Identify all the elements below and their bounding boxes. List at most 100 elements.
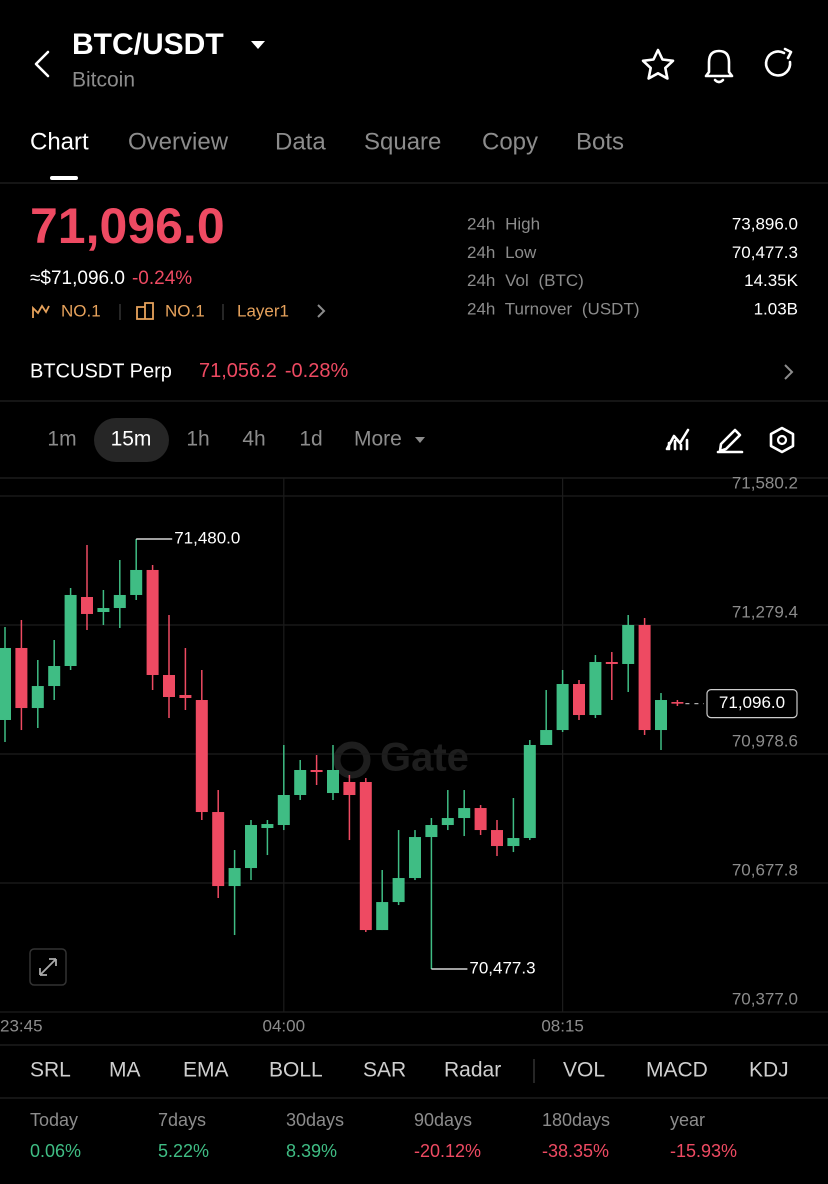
chevron[interactable] [317, 304, 326, 318]
y-tick-label: 70,978.6 [732, 731, 798, 750]
candle-body [261, 824, 274, 829]
candle-body [458, 808, 471, 819]
period-label: 7days [158, 1110, 206, 1130]
settings-icon[interactable] [769, 426, 795, 454]
period-label: year [670, 1110, 705, 1130]
indicator-tab[interactable]: Radar [444, 1059, 501, 1082]
fiat-price: ≈$71,096.0 -0.24% [30, 268, 192, 289]
candle-body [638, 625, 651, 731]
settings-icon-center [776, 434, 788, 446]
tab[interactable]: Data [275, 128, 326, 155]
tag[interactable]: Layer1 [237, 301, 289, 320]
y-tick-label: 70,377.0 [732, 989, 798, 1008]
period-change: -20.12% [414, 1141, 481, 1161]
perp-value: 71,056.2 [199, 360, 277, 382]
tab[interactable]: Square [364, 128, 441, 155]
candle-body [277, 794, 290, 826]
interval[interactable]: More [354, 428, 402, 451]
alert-icon[interactable] [704, 49, 734, 84]
indicator-tab[interactable]: EMA [183, 1059, 229, 1082]
candle-body [48, 665, 61, 687]
period-change: 5.22% [158, 1141, 209, 1161]
candle-body [491, 830, 503, 847]
refresh-icon[interactable] [764, 47, 793, 77]
expand-icon [39, 958, 57, 976]
candle-body [15, 647, 28, 709]
indicator-tab[interactable]: BOLL [269, 1059, 323, 1082]
candle-body [179, 694, 192, 698]
stat-label: 24h Vol (BTC) [467, 271, 584, 290]
candle-body [31, 686, 44, 709]
expand-button[interactable] [29, 948, 67, 986]
indicator-tab[interactable]: MACD [646, 1059, 708, 1082]
interval[interactable]: 15m [111, 428, 152, 451]
interval[interactable]: 1h [186, 428, 209, 451]
candle-body [245, 825, 257, 869]
indicator-tab[interactable]: MA [109, 1059, 141, 1082]
candle-body [671, 702, 684, 704]
candle-body [556, 684, 569, 731]
perp-name[interactable]: BTCUSDT Perp [30, 360, 172, 382]
perp-change: -0.28% [285, 360, 349, 382]
candle-body [64, 594, 77, 666]
x-tick-label: 04:00 [263, 1016, 306, 1035]
interval[interactable]: 1m [47, 428, 76, 451]
candle-body [310, 769, 323, 773]
tab-indicator [50, 176, 78, 180]
favorite-icon[interactable] [641, 48, 675, 80]
last-price-box [706, 689, 798, 719]
dropdown-caret [415, 437, 425, 443]
period-change: -15.93% [670, 1141, 737, 1161]
indicator-tab[interactable]: SAR [363, 1059, 406, 1082]
interval[interactable]: 4h [242, 428, 265, 451]
x-tick-label: 08:15 [541, 1016, 584, 1035]
y-tick-label: 71,580.2 [732, 473, 798, 492]
chevron[interactable] [784, 364, 794, 380]
candle-body [343, 782, 356, 795]
candle-body [359, 782, 372, 931]
candle-body [130, 569, 143, 595]
y-tick-label: 70,677.8 [732, 860, 798, 879]
candle-body [195, 700, 208, 813]
tag[interactable]: NO.1 [165, 301, 205, 320]
candle-body [81, 596, 93, 614]
candle-body [0, 647, 11, 720]
candle-body [425, 825, 438, 838]
tab[interactable]: Overview [128, 128, 229, 155]
indicator-tab[interactable]: KDJ [749, 1059, 789, 1082]
candle-body [622, 625, 635, 664]
period-label: 180days [542, 1110, 610, 1130]
stat-label: 24h Turnover (USDT) [467, 299, 640, 318]
pair-title[interactable]: BTC/USDT [72, 28, 224, 61]
stat-value: 1.03B [754, 299, 798, 318]
tab[interactable]: Bots [576, 128, 624, 155]
rank-icon [32, 304, 50, 318]
candle-body [376, 902, 389, 931]
perp-price: 71,056.2 -0.28% [199, 360, 348, 382]
back-button[interactable] [34, 50, 50, 78]
last-price: 71,096.0 [30, 198, 225, 254]
period-label: Today [30, 1110, 78, 1130]
candle-body [392, 878, 405, 903]
tab[interactable]: Chart [30, 128, 89, 155]
period-change: -38.35% [542, 1141, 609, 1161]
draw-icon[interactable] [716, 428, 744, 454]
interval[interactable]: 1d [299, 428, 322, 451]
candle-body [441, 818, 454, 826]
stat-label: 24h High [467, 214, 540, 233]
candle-body [113, 594, 126, 609]
tab[interactable]: Copy [482, 128, 538, 155]
indicator-tab[interactable]: SRL [30, 1059, 71, 1082]
candle-body [540, 730, 553, 745]
candle-body [327, 769, 339, 794]
candle-body [573, 684, 585, 716]
stat-value: 14.35K [744, 271, 799, 290]
indicator-tab[interactable]: VOL [563, 1059, 605, 1082]
tag[interactable]: NO.1 [61, 301, 101, 320]
indicator-icon[interactable] [665, 428, 690, 451]
pair-subtitle: Bitcoin [72, 69, 135, 92]
candle-body [212, 812, 225, 887]
pair-dropdown[interactable] [251, 41, 265, 49]
